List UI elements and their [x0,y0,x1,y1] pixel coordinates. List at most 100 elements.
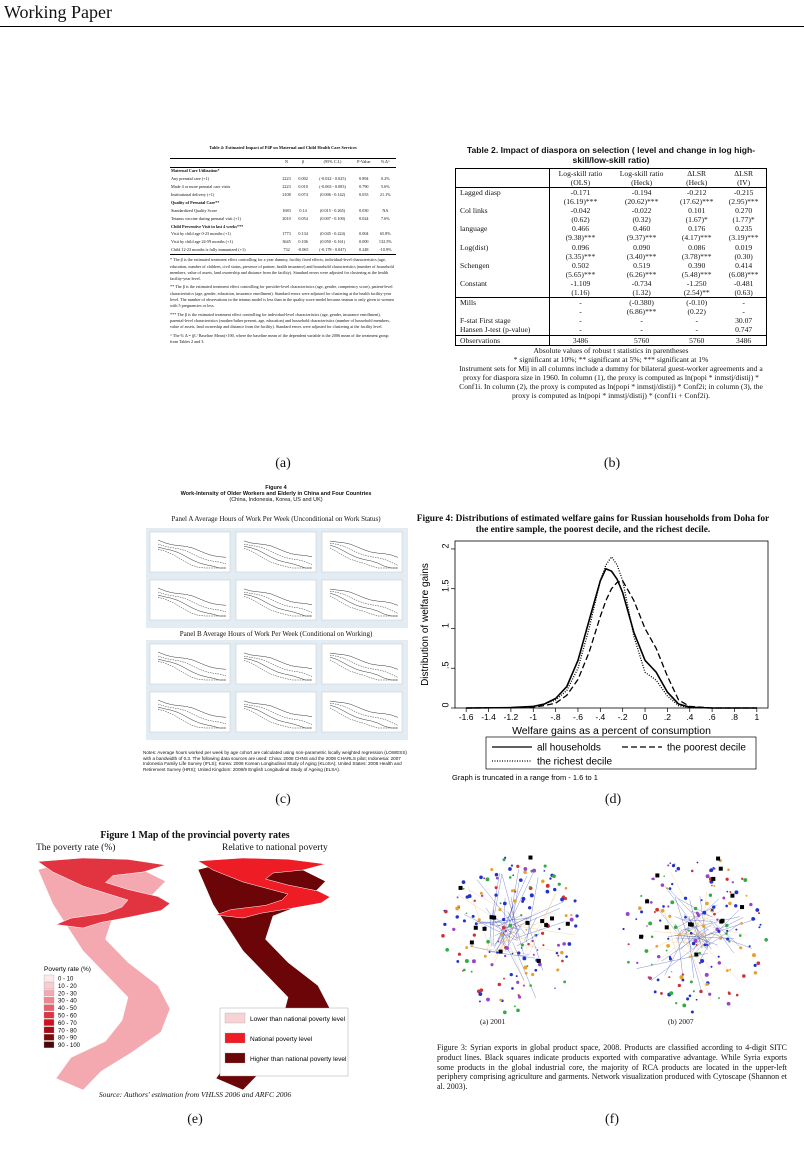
legend-label: all households [537,743,601,754]
network-node [710,965,713,968]
table-cell: 0.074 [298,191,308,197]
legend-label: Lower than national poverty level [250,1016,346,1023]
row-name: F-stat First stage [455,316,550,326]
network-node [520,914,523,917]
network-edge [507,911,520,932]
table-row: (16.19)*** (20.62)*** (17.62)*** (2.95)*** [455,196,767,207]
network-node [698,951,701,955]
y-tick-label: 2 [440,543,450,548]
table-cell: -0.212 [686,187,707,197]
rca-square [458,885,463,890]
y-tick-label: .5 [440,661,450,669]
network-node [534,934,537,937]
network-edge [492,909,494,946]
network-node [545,883,550,888]
network-node [508,876,512,879]
network-node [522,984,525,987]
network-node [455,915,459,919]
table-cell: (9.37)*** [626,233,657,243]
network-node [710,908,714,912]
table-row: - (6.86)*** (0.22) - [455,307,767,317]
mini-chart [235,531,317,573]
network-node [638,906,642,911]
network-node [622,927,625,931]
header-cell: (IV) [721,177,767,188]
table-cell: (3.35)*** [565,251,596,261]
network-edge [693,935,718,946]
network-node [478,1000,481,1003]
rca-square [525,920,530,925]
network-edge [491,924,515,968]
table-cell: 0.894 [359,176,369,182]
network-edge [664,886,712,950]
mini-line [329,588,399,606]
network-node [677,933,681,937]
network-node [518,878,523,883]
network-node [470,970,473,973]
table-title: Table 2. Impact of diaspora on selection… [466,145,756,166]
network-node [728,901,732,906]
network-node [520,943,524,947]
mini-line [157,651,227,670]
plot-frame [454,540,769,709]
table-cell: - [695,316,698,326]
network-node [671,882,674,886]
network-node [725,932,728,935]
legend-swatch [43,974,55,982]
network-node [688,955,691,958]
mini-line [157,655,227,677]
table-cell: (1.16) [571,288,590,298]
network-node [461,880,466,884]
network-node [679,975,684,980]
network-node [705,901,709,906]
mini-line [243,655,313,677]
network-edge [693,933,711,941]
series-line [466,555,757,709]
network-node [522,956,527,961]
sub-caption: (b) 2007 [668,1017,694,1026]
network-node [521,896,526,901]
mini-line [329,547,398,569]
network-node [532,953,535,956]
network-node [465,912,468,915]
network-node [513,899,517,903]
section-row: Child Preventive Visit in last 4 weeks**… [170,223,396,231]
table-cell: 2223 [282,184,291,190]
table-cell: 0.086 [688,242,706,252]
network-edge [678,924,712,1001]
row-name: Constant [455,278,550,289]
mini-chart [149,531,231,573]
table-cell: 3486 [721,334,767,346]
row-name [455,233,550,243]
network-node [485,877,490,882]
rca-square [730,893,735,898]
network-node [503,977,505,980]
network-node [688,994,692,998]
network-edge [477,921,521,930]
rca-square [645,899,650,904]
mini-line [157,546,226,569]
mini-line [329,659,398,681]
network-node [640,910,644,914]
header-cell: ΔLSR [687,168,707,178]
table-row: (9.38)*** (9.37)*** (4.17)*** (3.19)*** [455,233,767,243]
table-cell: (0.050 - 0.161) [320,239,346,245]
network-node [500,933,504,937]
panel-label: (f) [605,1112,619,1127]
network-node [662,905,665,908]
network-node [549,877,552,880]
network-node [681,973,685,976]
network-node [488,950,491,953]
table-cell: 1773 [282,231,291,237]
mini-line [329,540,399,558]
table-cell: 7.6% [380,215,390,221]
network-node [648,976,652,980]
network-node [691,941,696,946]
network-node [464,959,469,963]
network-node [741,877,744,880]
mini-line [243,543,313,565]
network-node [651,963,653,966]
mini-chart [321,643,403,685]
network-node [666,943,670,948]
mini-line [157,699,227,718]
